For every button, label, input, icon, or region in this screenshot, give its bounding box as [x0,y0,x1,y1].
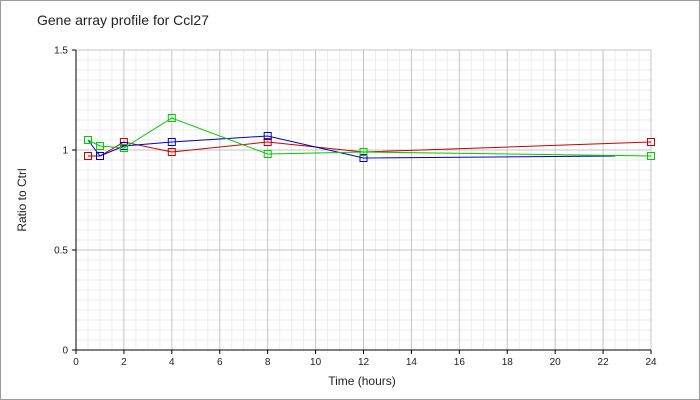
series-1-point [647,138,655,146]
series-3-point [359,148,368,156]
x-tick-label: 0 [73,357,79,368]
y-tick-label: 1 [62,146,68,157]
series-3-point [96,142,104,150]
x-tick-label: 6 [217,357,223,368]
x-tick-label: 18 [502,357,514,368]
series-2-point [263,132,272,140]
y-tick-label: 0.5 [54,246,68,257]
series-3-point [167,114,176,122]
series-1-point [167,148,176,156]
series-2-line [87,135,616,159]
series-3-point [119,144,128,152]
x-tick-label: 4 [169,357,175,368]
series-2-point [167,138,176,146]
y-axis-label: Ratio to Ctrl [15,168,29,231]
x-tick-label: 8 [265,357,271,368]
series-1-point [263,138,272,146]
series-3-line [87,117,652,157]
series-2-point [359,154,368,162]
series-2-point [96,152,104,160]
y-tick-label: 1.5 [54,46,68,57]
grid-layer [75,49,652,351]
series-3-point [84,136,92,144]
x-tick-label: 22 [598,357,610,368]
x-tick-label: 24 [645,357,657,368]
y-tick-label: 0 [62,346,68,357]
series-layer [84,114,655,162]
x-tick-label: 10 [310,357,322,368]
chart-title: Gene array profile for Ccl27 [37,12,209,28]
x-tick-label: 16 [454,357,466,368]
x-tick-label: 14 [406,357,418,368]
x-axis-label: Time (hours) [328,374,396,388]
series-1-point [84,152,92,160]
series-3-point [647,152,655,160]
x-tick-label: 2 [121,357,127,368]
x-tick-label: 12 [358,357,370,368]
x-tick-label: 20 [550,357,562,368]
series-3-point [263,150,272,158]
